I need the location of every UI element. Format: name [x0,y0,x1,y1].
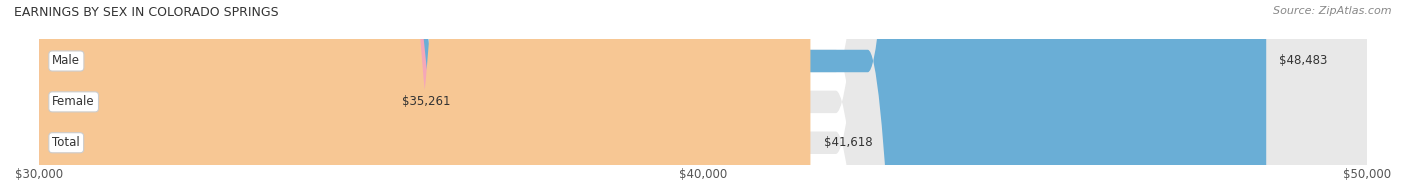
FancyBboxPatch shape [39,0,1367,196]
FancyBboxPatch shape [39,0,810,196]
Text: $35,261: $35,261 [402,95,450,108]
Text: $41,618: $41,618 [824,136,872,149]
Text: $48,483: $48,483 [1279,54,1327,67]
Text: Total: Total [52,136,80,149]
FancyBboxPatch shape [39,0,1267,196]
Text: Source: ZipAtlas.com: Source: ZipAtlas.com [1274,6,1392,16]
FancyBboxPatch shape [0,0,437,196]
FancyBboxPatch shape [39,0,1367,196]
Text: Female: Female [52,95,96,108]
Text: EARNINGS BY SEX IN COLORADO SPRINGS: EARNINGS BY SEX IN COLORADO SPRINGS [14,6,278,19]
Text: Male: Male [52,54,80,67]
FancyBboxPatch shape [39,0,1367,196]
